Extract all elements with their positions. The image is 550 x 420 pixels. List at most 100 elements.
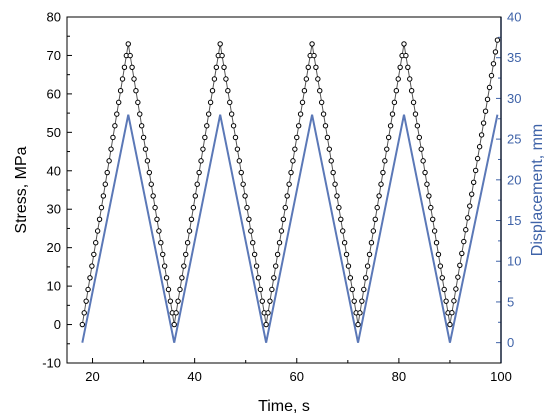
stress-point bbox=[211, 76, 218, 82]
stress-point bbox=[484, 96, 491, 103]
stress-point bbox=[420, 158, 426, 164]
left-tick-label: 80 bbox=[47, 10, 61, 25]
right-tick-label: 5 bbox=[507, 294, 514, 309]
stress-point bbox=[494, 37, 501, 43]
stress-point bbox=[317, 87, 323, 94]
stress-point bbox=[362, 275, 369, 281]
stress-point bbox=[104, 169, 110, 176]
stress-point bbox=[297, 111, 304, 117]
stress-point bbox=[324, 134, 331, 141]
left-tick-label: 10 bbox=[47, 279, 61, 294]
stress-point bbox=[238, 169, 244, 176]
stress-point bbox=[154, 216, 160, 223]
x-tick-label: 40 bbox=[187, 369, 201, 384]
stress-point bbox=[119, 76, 126, 82]
right-axis: 0 5 10 15 20 25 30 35 40 bbox=[496, 10, 521, 363]
stress-point bbox=[439, 275, 445, 281]
stress-point bbox=[137, 111, 143, 117]
stress-point bbox=[286, 181, 292, 187]
stress-point bbox=[167, 298, 174, 304]
stress-point bbox=[405, 64, 411, 71]
stress-point bbox=[370, 228, 377, 234]
left-tick-label: 70 bbox=[47, 48, 61, 63]
stress-point bbox=[282, 204, 288, 211]
stress-point bbox=[213, 64, 220, 71]
stress-point bbox=[196, 169, 202, 176]
stress-point bbox=[94, 228, 101, 234]
left-tick-label: 60 bbox=[47, 86, 61, 101]
stress-point bbox=[334, 193, 340, 199]
stress-point bbox=[311, 52, 317, 59]
stress-point bbox=[91, 251, 97, 258]
stress-point bbox=[469, 191, 475, 197]
stress-point bbox=[364, 263, 371, 269]
stress-point bbox=[223, 76, 229, 82]
stress-point bbox=[127, 52, 133, 59]
stress-point bbox=[422, 169, 428, 176]
left-tick-label: 50 bbox=[47, 125, 61, 140]
stress-point bbox=[106, 158, 112, 164]
stress-point bbox=[372, 216, 378, 223]
x-tick-label: 100 bbox=[490, 369, 512, 384]
stress-point bbox=[110, 134, 116, 141]
right-tick-label: 30 bbox=[507, 91, 521, 106]
stress-point bbox=[148, 181, 154, 187]
stress-point bbox=[100, 193, 107, 199]
stress-point bbox=[459, 250, 465, 257]
stress-point bbox=[410, 99, 417, 106]
stress-point bbox=[486, 84, 493, 91]
stress-point bbox=[378, 181, 384, 187]
stress-point bbox=[152, 204, 158, 211]
stress-point bbox=[102, 181, 108, 187]
stress-point bbox=[225, 87, 231, 94]
stress-point bbox=[150, 193, 156, 199]
stress-point bbox=[474, 155, 481, 162]
left-tick-label: 30 bbox=[47, 202, 61, 217]
stress-point bbox=[173, 310, 179, 316]
right-tick-label: 15 bbox=[507, 213, 521, 228]
stress-point bbox=[385, 134, 392, 141]
stress-point bbox=[125, 41, 131, 47]
stress-point bbox=[318, 99, 325, 106]
stress-point bbox=[332, 181, 338, 187]
stress-point bbox=[380, 169, 386, 176]
stress-point bbox=[313, 64, 319, 71]
stress-point bbox=[250, 240, 256, 246]
stress-point bbox=[472, 167, 479, 174]
stress-point bbox=[384, 146, 390, 152]
stress-point bbox=[492, 49, 499, 55]
stress-point bbox=[112, 123, 118, 129]
stress-point bbox=[451, 298, 457, 304]
stress-point bbox=[345, 263, 352, 269]
displacement-series-line bbox=[81, 114, 499, 343]
stress-point bbox=[244, 204, 250, 211]
right-tick-label: 0 bbox=[507, 335, 514, 350]
stress-point bbox=[142, 146, 149, 152]
stress-point bbox=[389, 111, 396, 117]
stress-point bbox=[257, 286, 264, 293]
stress-point bbox=[480, 120, 487, 126]
stress-point bbox=[322, 123, 329, 129]
right-tick-label: 35 bbox=[507, 50, 521, 65]
stress-point bbox=[351, 298, 357, 304]
stress-point bbox=[230, 123, 237, 129]
stress-point bbox=[343, 251, 350, 258]
stress-point bbox=[204, 123, 210, 129]
stress-point bbox=[340, 228, 346, 234]
stress-point bbox=[269, 286, 275, 293]
stress-point bbox=[271, 275, 277, 281]
stress-point bbox=[228, 111, 235, 117]
left-axis: -10 0 10 20 30 40 50 60 70 80 bbox=[42, 10, 72, 371]
stress-point bbox=[488, 72, 495, 79]
stress-point bbox=[202, 134, 208, 141]
stress-point bbox=[158, 240, 164, 246]
stress-point bbox=[376, 193, 382, 199]
stress-point bbox=[192, 193, 198, 199]
stress-point bbox=[447, 321, 453, 328]
stress-point bbox=[428, 204, 434, 211]
stress-point bbox=[227, 99, 233, 106]
stress-point bbox=[89, 263, 95, 269]
stress-point bbox=[355, 321, 361, 328]
stress-point bbox=[83, 298, 89, 304]
